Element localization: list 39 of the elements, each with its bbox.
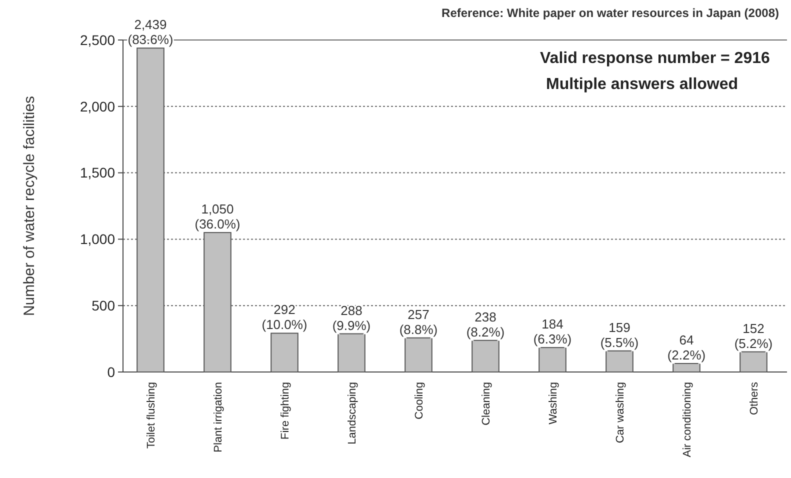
y-axis-title: Number of water recycle facilities [21, 96, 38, 316]
bar [472, 340, 500, 372]
data-label: 288 (9.9%) [332, 302, 371, 333]
data-label: 238 (8.2%) [466, 309, 505, 340]
y-tick-label: 0 [107, 364, 116, 380]
x-tick-label: Toilet flushing [146, 382, 158, 449]
text: Reference: White paper on water resources in Japan (2008) [442, 6, 779, 20]
data-label: 64 (2.2%) [667, 332, 706, 362]
annotation: Valid response number = 2916 [540, 50, 770, 67]
y-tick-label: 2,000 [80, 98, 116, 114]
bar [136, 48, 164, 372]
x-tick-label: Car washing [614, 382, 626, 444]
x-tick-label: Cooling [414, 382, 426, 420]
data-label: 152 (5.2%) [734, 320, 773, 351]
bar [404, 337, 432, 372]
x-tick-label: Plant irrigation [212, 382, 224, 452]
bar [538, 347, 566, 372]
x-tick-label: Others [748, 382, 760, 416]
data-label: 184 (6.3%) [533, 316, 572, 347]
x-tick-label: Fire fighting [280, 382, 292, 440]
x-tick-label: Washing [548, 382, 560, 424]
bar [606, 350, 634, 372]
x-tick-label: Air conditioning [682, 382, 694, 458]
bar [338, 333, 366, 372]
y-tick-label: 500 [92, 298, 116, 314]
x-tick-label: Cleaning [480, 382, 492, 426]
annotation: Multiple answers allowed [546, 76, 738, 93]
bar [672, 363, 700, 372]
y-tick-label: 2,500 [80, 32, 116, 48]
x-tick-label: Landscaping [346, 382, 358, 444]
data-label: 1,050 (36.0%) [194, 202, 240, 232]
y-tick-label: 1,000 [80, 231, 116, 248]
bar [740, 351, 768, 372]
bar [270, 332, 298, 372]
data-label: 292 (10.0%) [262, 302, 308, 332]
data-label: 159 (5.5%) [600, 320, 639, 350]
data-label: 257 (8.8%) [399, 306, 438, 337]
bar [204, 232, 232, 372]
y-tick-label: 1,500 [80, 164, 116, 181]
